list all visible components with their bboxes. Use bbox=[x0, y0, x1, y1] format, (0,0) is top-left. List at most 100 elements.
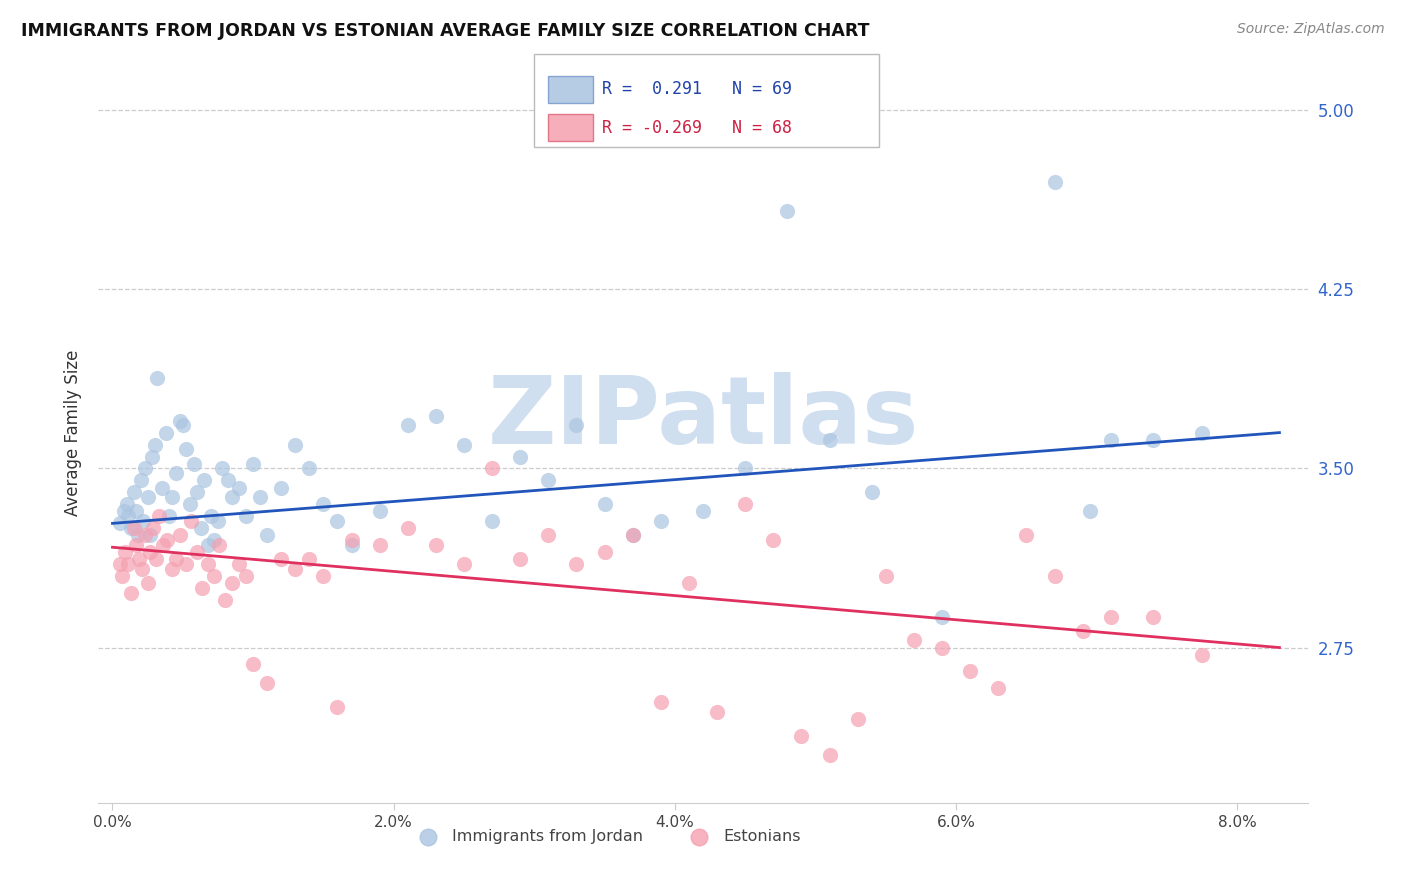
Point bbox=[115, 497, 138, 511]
Point bbox=[1099, 433, 1122, 447]
Point bbox=[256, 676, 278, 690]
Point bbox=[1142, 433, 1164, 447]
Point bbox=[425, 409, 447, 423]
Point bbox=[191, 581, 214, 595]
Point bbox=[136, 576, 159, 591]
Point bbox=[132, 514, 155, 528]
Point bbox=[818, 433, 841, 447]
Point bbox=[368, 538, 391, 552]
Point bbox=[208, 538, 231, 552]
Point bbox=[202, 569, 225, 583]
Point bbox=[125, 504, 148, 518]
Point bbox=[298, 552, 321, 566]
Point bbox=[481, 514, 503, 528]
Point bbox=[186, 545, 208, 559]
Point bbox=[114, 545, 136, 559]
Point bbox=[706, 705, 728, 719]
Point bbox=[621, 528, 644, 542]
Point bbox=[148, 509, 170, 524]
Point bbox=[193, 474, 215, 488]
Point bbox=[284, 437, 307, 451]
Point bbox=[228, 481, 250, 495]
Point bbox=[1043, 175, 1066, 189]
Point bbox=[1191, 648, 1213, 662]
Point bbox=[270, 552, 292, 566]
Point bbox=[131, 562, 153, 576]
Point bbox=[122, 521, 145, 535]
Point bbox=[120, 585, 142, 599]
Point bbox=[846, 712, 869, 726]
Point bbox=[818, 747, 841, 762]
Point bbox=[242, 457, 264, 471]
Point bbox=[270, 481, 292, 495]
Point bbox=[108, 516, 131, 531]
Point bbox=[165, 467, 187, 481]
Point bbox=[142, 521, 165, 535]
Point bbox=[1099, 609, 1122, 624]
Point bbox=[134, 528, 156, 542]
Point bbox=[174, 442, 197, 457]
Point bbox=[509, 552, 531, 566]
Point bbox=[593, 497, 616, 511]
Point bbox=[160, 562, 183, 576]
Point bbox=[242, 657, 264, 672]
Point bbox=[1043, 569, 1066, 583]
Point bbox=[340, 538, 363, 552]
Point bbox=[221, 576, 243, 591]
Point bbox=[776, 203, 799, 218]
Point bbox=[425, 538, 447, 552]
Point bbox=[453, 557, 475, 571]
Point bbox=[326, 514, 349, 528]
Point bbox=[537, 528, 560, 542]
Text: ZIPatlas: ZIPatlas bbox=[488, 372, 918, 464]
Point bbox=[875, 569, 897, 583]
Point bbox=[235, 569, 257, 583]
Point bbox=[160, 490, 183, 504]
Point bbox=[692, 504, 714, 518]
Point bbox=[734, 497, 756, 511]
Point bbox=[211, 461, 233, 475]
Point bbox=[165, 552, 187, 566]
Point bbox=[111, 569, 134, 583]
Point bbox=[256, 528, 278, 542]
Point bbox=[128, 552, 150, 566]
Point bbox=[186, 485, 208, 500]
Point bbox=[734, 461, 756, 475]
Point bbox=[134, 461, 156, 475]
Point bbox=[156, 533, 179, 547]
Point bbox=[509, 450, 531, 464]
Point bbox=[987, 681, 1010, 695]
Point bbox=[112, 504, 135, 518]
Point bbox=[143, 437, 166, 451]
Point bbox=[150, 481, 173, 495]
Point bbox=[959, 665, 981, 679]
Point bbox=[1142, 609, 1164, 624]
Point bbox=[249, 490, 271, 504]
Point bbox=[180, 514, 202, 528]
Point bbox=[481, 461, 503, 475]
Point bbox=[125, 538, 148, 552]
Point bbox=[141, 450, 163, 464]
Point bbox=[169, 528, 191, 542]
Point bbox=[145, 552, 167, 566]
Point bbox=[172, 418, 194, 433]
Point bbox=[108, 557, 131, 571]
Point bbox=[298, 461, 321, 475]
Point bbox=[284, 562, 307, 576]
Point bbox=[169, 414, 191, 428]
Point bbox=[396, 521, 419, 535]
Point bbox=[200, 509, 222, 524]
Point bbox=[157, 509, 180, 524]
Point bbox=[312, 569, 335, 583]
Point bbox=[136, 490, 159, 504]
Point bbox=[1191, 425, 1213, 440]
Point bbox=[326, 700, 349, 714]
Point bbox=[235, 509, 257, 524]
Point bbox=[790, 729, 813, 743]
Point bbox=[127, 528, 149, 542]
Point bbox=[931, 640, 953, 655]
Point bbox=[155, 425, 177, 440]
Point bbox=[228, 557, 250, 571]
Point bbox=[217, 474, 239, 488]
Point bbox=[117, 509, 139, 524]
